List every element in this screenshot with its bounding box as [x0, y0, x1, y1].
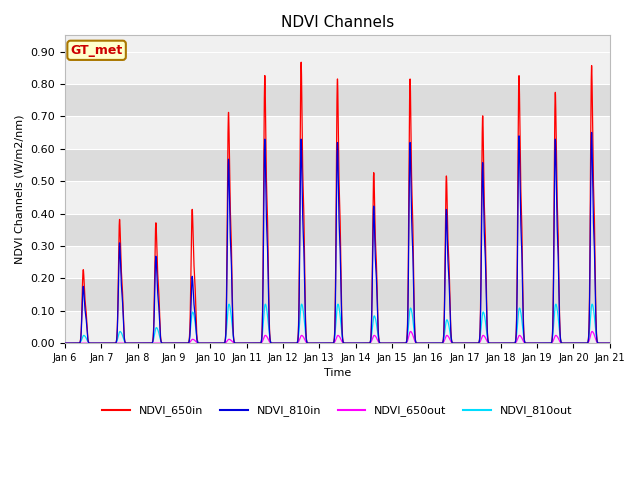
Text: GT_met: GT_met: [70, 44, 123, 57]
X-axis label: Time: Time: [324, 369, 351, 379]
Bar: [65, 311, 610, 343]
Bar: [65, 51, 610, 84]
Bar: [65, 116, 610, 149]
Bar: [65, 246, 610, 278]
Title: NDVI Channels: NDVI Channels: [281, 15, 394, 30]
Y-axis label: NDVI Channels (W/m2/nm): NDVI Channels (W/m2/nm): [15, 115, 25, 264]
Bar: [65, 278, 610, 311]
Legend: NDVI_650in, NDVI_810in, NDVI_650out, NDVI_810out: NDVI_650in, NDVI_810in, NDVI_650out, NDV…: [98, 401, 577, 421]
Bar: [65, 84, 610, 116]
Bar: [65, 214, 610, 246]
Bar: [65, 149, 610, 181]
Bar: [65, 181, 610, 214]
